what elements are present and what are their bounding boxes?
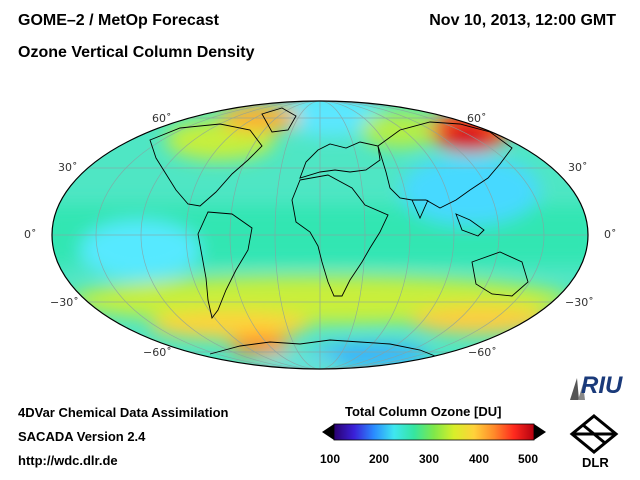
lat-label-60s-left: −60˚ <box>143 346 172 359</box>
riu-logo-icon <box>570 378 585 400</box>
map-outline <box>51 100 589 370</box>
colorbar-tick-100: 100 <box>320 452 341 466</box>
colorbar-title: Total Column Ozone [DU] <box>345 404 502 419</box>
subtitle: Ozone Vertical Column Density <box>18 44 255 61</box>
ozone-field <box>52 101 588 369</box>
graticule <box>52 101 588 369</box>
coastlines <box>149 107 529 359</box>
lat-label-30s-right: −30˚ <box>565 296 594 309</box>
riu-logo-text: RIU <box>581 372 623 399</box>
title: GOME–2 / MetOp Forecast <box>18 12 219 29</box>
colorbar <box>322 423 546 441</box>
footer-line-2: SACADA Version 2.4 <box>18 429 146 444</box>
riu-logo: RIU <box>567 372 627 402</box>
colorbar-gradient <box>333 423 535 441</box>
datetime: Nov 10, 2013, 12:00 GMT <box>429 12 616 29</box>
colorbar-tick-400: 400 <box>469 452 490 466</box>
footer-url[interactable]: http://wdc.dlr.de <box>18 453 118 468</box>
colorbar-low-arrow <box>322 424 334 440</box>
lat-label-30n-left: 30˚ <box>58 161 78 174</box>
lat-label-30n-right: 30˚ <box>568 161 588 174</box>
lat-label-30s-left: −30˚ <box>50 296 79 309</box>
lat-label-0-left: 0˚ <box>24 228 37 241</box>
lat-label-60n-left: 60˚ <box>152 112 172 125</box>
lat-label-60n-right: 60˚ <box>467 112 487 125</box>
dlr-logo-icon <box>569 414 619 454</box>
colorbar-tick-500: 500 <box>518 452 539 466</box>
dlr-logo-text: DLR <box>582 455 609 470</box>
colorbar-tick-300: 300 <box>419 452 440 466</box>
lat-label-60s-right: −60˚ <box>468 346 497 359</box>
footer-line-1: 4DVar Chemical Data Assimilation <box>18 405 229 420</box>
colorbar-tick-200: 200 <box>369 452 390 466</box>
lat-label-0-right: 0˚ <box>604 228 617 241</box>
colorbar-high-arrow <box>534 424 546 440</box>
